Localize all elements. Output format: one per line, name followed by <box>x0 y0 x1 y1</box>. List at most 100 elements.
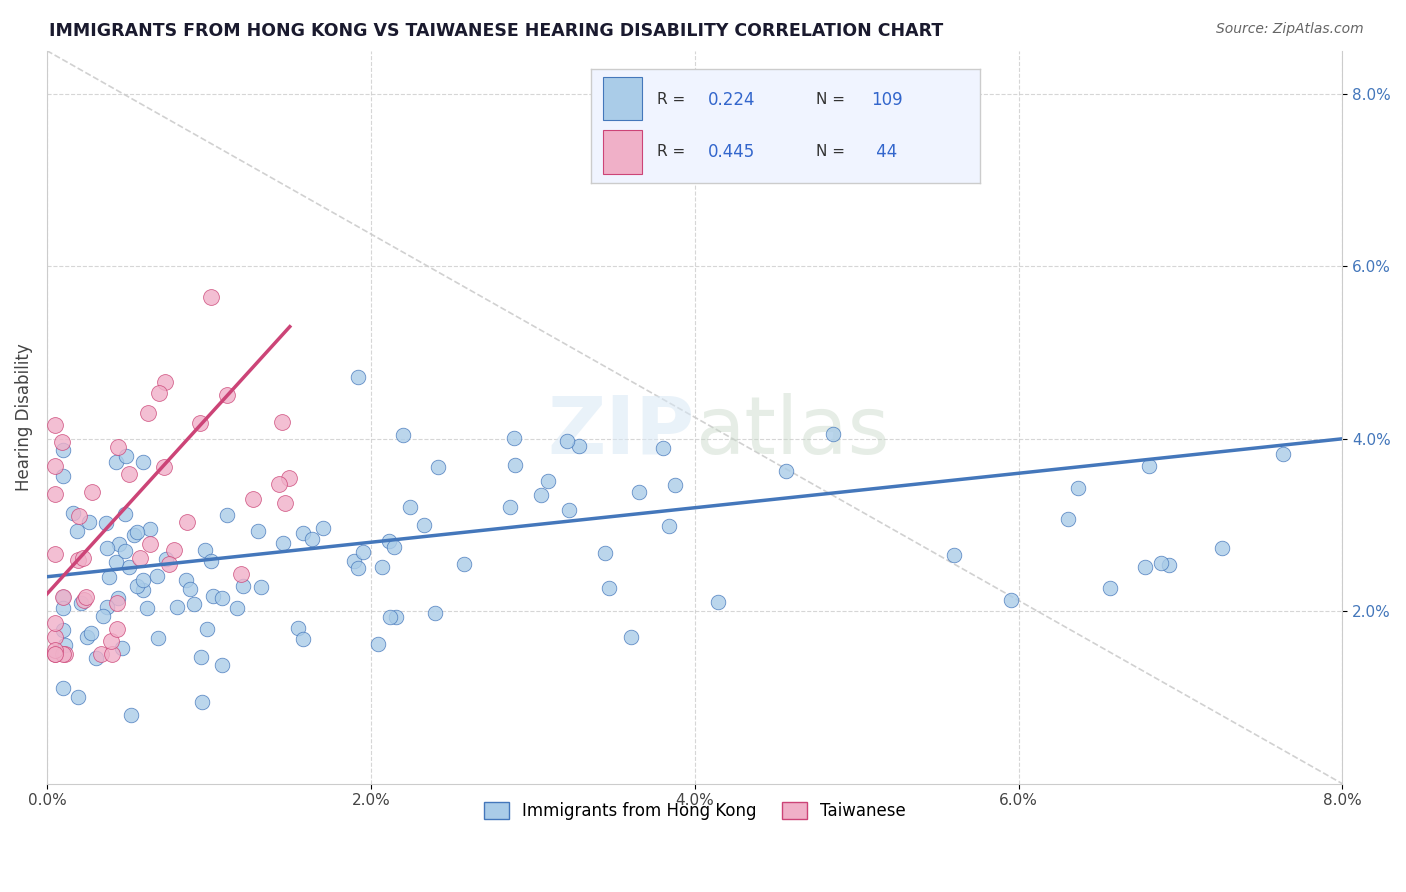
Point <box>66 552 89 566</box>
Point <box>55 638 77 652</box>
Point <box>229 566 252 581</box>
Point <box>44 615 66 630</box>
Point <box>96 600 118 615</box>
Point <box>1157 558 1180 573</box>
Point <box>174 573 197 587</box>
Point <box>76 630 98 644</box>
Point <box>183 597 205 611</box>
Point <box>107 441 129 455</box>
Point <box>503 458 526 472</box>
Point <box>620 630 643 644</box>
Point <box>73 593 96 607</box>
Point <box>69 596 91 610</box>
Point <box>52 681 75 695</box>
Point <box>163 543 186 558</box>
Point <box>101 648 124 662</box>
Point <box>117 560 139 574</box>
Point <box>107 591 129 605</box>
Point <box>291 632 314 646</box>
Point <box>658 519 681 533</box>
Point <box>352 545 374 559</box>
Point <box>44 648 66 662</box>
Point <box>44 459 66 474</box>
Point <box>188 416 211 430</box>
Point <box>52 623 75 637</box>
Point <box>652 441 675 455</box>
Point <box>72 550 94 565</box>
Point <box>1000 593 1022 607</box>
Point <box>277 471 299 485</box>
Point <box>191 695 214 709</box>
Point <box>530 488 553 502</box>
Point <box>499 500 522 514</box>
Point <box>44 642 66 657</box>
Point <box>44 631 66 645</box>
Point <box>200 554 222 568</box>
Legend: Immigrants from Hong Kong, Taiwanese: Immigrants from Hong Kong, Taiwanese <box>477 795 912 827</box>
Point <box>190 649 212 664</box>
Point <box>593 546 616 560</box>
Point <box>598 582 620 596</box>
Point <box>176 516 198 530</box>
Point <box>242 491 264 506</box>
Point <box>65 524 87 538</box>
Point <box>52 601 75 615</box>
Point <box>1137 459 1160 474</box>
Point <box>215 508 238 523</box>
Point <box>146 569 169 583</box>
Point <box>136 601 159 615</box>
Point <box>347 561 370 575</box>
Point <box>453 558 475 572</box>
Point <box>200 290 222 304</box>
Point <box>217 388 239 402</box>
Point <box>269 477 291 491</box>
Point <box>82 484 104 499</box>
Point <box>80 626 103 640</box>
Point <box>1098 581 1121 595</box>
Point <box>104 555 127 569</box>
Point <box>1133 560 1156 574</box>
Point <box>628 484 651 499</box>
Point <box>211 657 233 672</box>
Point <box>664 478 686 492</box>
Point <box>105 623 128 637</box>
Point <box>346 369 368 384</box>
Point <box>148 386 170 401</box>
Point <box>1272 448 1295 462</box>
Point <box>146 632 169 646</box>
Point <box>52 443 75 458</box>
Point <box>706 595 728 609</box>
Point <box>84 651 107 665</box>
Point <box>287 621 309 635</box>
Point <box>52 648 75 662</box>
Point <box>75 590 97 604</box>
Point <box>413 518 436 533</box>
Point <box>44 417 66 432</box>
Point <box>62 506 84 520</box>
Point <box>537 474 560 488</box>
Point <box>343 554 366 568</box>
Point <box>1211 541 1233 555</box>
Point <box>125 524 148 539</box>
Point <box>67 509 90 524</box>
Point <box>94 516 117 530</box>
Point <box>105 596 128 610</box>
Point <box>1056 511 1078 525</box>
Point <box>132 582 155 597</box>
Point <box>115 449 138 463</box>
Point <box>942 548 965 562</box>
Point <box>195 622 218 636</box>
Point <box>105 455 128 469</box>
Point <box>378 533 401 548</box>
Point <box>155 551 177 566</box>
Point <box>301 532 323 546</box>
Point <box>66 690 89 705</box>
Point <box>271 415 294 429</box>
Point <box>124 528 146 542</box>
Point <box>775 464 797 478</box>
Point <box>77 515 100 529</box>
Point <box>1067 481 1090 495</box>
Point <box>179 582 201 596</box>
Point <box>1149 556 1171 570</box>
Text: Source: ZipAtlas.com: Source: ZipAtlas.com <box>1216 22 1364 37</box>
